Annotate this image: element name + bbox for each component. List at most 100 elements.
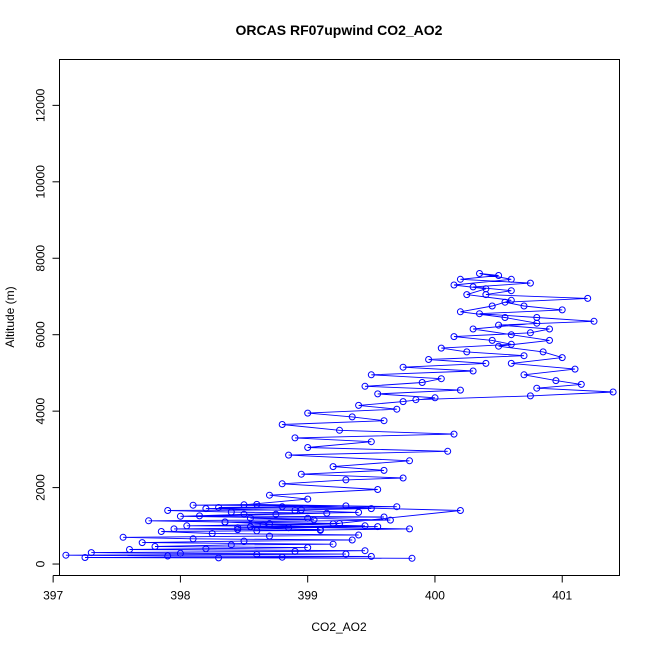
data-point (488, 336, 496, 344)
data-point (304, 444, 312, 451)
data-point (507, 275, 515, 283)
data-point (266, 491, 273, 499)
y-axis-label: Altitude (m) (3, 286, 17, 347)
data-point (367, 371, 375, 379)
data-point (456, 507, 464, 514)
data-point (304, 409, 312, 417)
data-point (316, 526, 324, 534)
data-point (501, 298, 509, 306)
data-point (399, 398, 407, 406)
data-point (380, 513, 388, 521)
data-point (507, 296, 515, 304)
data-point (183, 522, 191, 530)
data-point (240, 537, 248, 545)
data-point (151, 543, 159, 550)
data-point (170, 525, 178, 533)
data-point (176, 549, 184, 557)
data-point (380, 417, 388, 425)
data-point (253, 551, 261, 558)
data-point (406, 457, 413, 465)
data-point (278, 553, 286, 561)
data-point (399, 474, 407, 482)
data-point (215, 554, 223, 562)
data-point (476, 310, 483, 318)
data-point (418, 379, 426, 386)
data-point (310, 516, 318, 524)
y-tick-label: 4000 (34, 397, 48, 424)
data-point (386, 516, 394, 524)
data-point (526, 392, 534, 400)
data-point (246, 514, 254, 522)
data-point (297, 470, 305, 478)
data-point (304, 495, 312, 503)
y-tick-label: 10000 (34, 165, 48, 199)
data-point (329, 540, 337, 548)
data-point (253, 500, 261, 508)
y-tick-label: 0 (34, 560, 48, 567)
data-point (329, 520, 337, 528)
data-point (393, 503, 401, 511)
data-point (240, 510, 248, 518)
data-point (208, 530, 216, 537)
data-point (278, 503, 286, 511)
x-axis: 397 398 399 400 401 (43, 575, 573, 603)
data-point (399, 363, 407, 371)
y-tick-label: 6000 (34, 321, 48, 348)
data-point (558, 306, 566, 314)
data-point (336, 426, 343, 434)
data-point (145, 517, 153, 525)
x-axis-label: CO2_AO2 (311, 620, 367, 634)
data-point (304, 514, 312, 522)
data-point (571, 365, 579, 373)
data-point (584, 294, 592, 302)
data-point (577, 380, 585, 388)
plot-area (62, 270, 617, 562)
data-point (469, 367, 477, 375)
data-point (342, 476, 350, 484)
data-point (234, 526, 242, 534)
data-point (227, 541, 235, 549)
y-axis: 0 2000 4000 6000 8000 10000 12000 (34, 88, 60, 567)
data-point (520, 302, 528, 310)
data-point (469, 283, 477, 291)
chart-title: ORCAS RF07upwind CO2_AO2 (236, 22, 443, 38)
data-point (456, 275, 464, 283)
data-point (138, 539, 146, 547)
data-point (482, 359, 490, 367)
data-point (221, 518, 229, 526)
data-point (272, 510, 280, 518)
data-point (450, 281, 458, 289)
data-point (507, 359, 515, 367)
data-point (520, 352, 528, 360)
x-tick-label: 399 (298, 589, 318, 603)
x-tick-label: 400 (425, 589, 445, 603)
data-point (285, 451, 293, 459)
data-point (526, 329, 534, 337)
x-tick-label: 397 (43, 589, 63, 603)
data-point (355, 508, 363, 516)
data-point (361, 547, 369, 555)
data-point (323, 509, 331, 517)
data-point (291, 434, 299, 442)
data-point (234, 524, 242, 532)
data-point (406, 525, 413, 533)
data-point (291, 507, 299, 514)
data-point (533, 384, 541, 392)
data-point (552, 377, 560, 385)
data-point (246, 523, 254, 531)
data-point (278, 421, 286, 428)
data-point (437, 375, 445, 383)
data-point (367, 505, 375, 513)
data-point (507, 340, 515, 348)
data-point (348, 413, 356, 421)
data-point (329, 463, 337, 471)
x-tick-label: 398 (170, 589, 190, 603)
data-point (374, 390, 382, 398)
data-point (609, 388, 617, 396)
data-point (367, 552, 375, 560)
data-point (87, 549, 95, 557)
data-point (176, 512, 184, 520)
data-point (444, 447, 452, 455)
